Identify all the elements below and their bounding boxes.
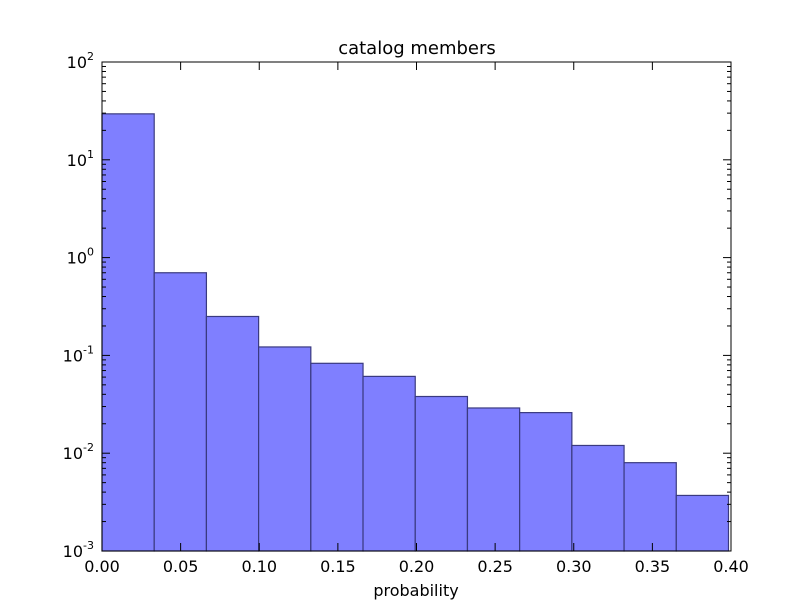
histogram-bar bbox=[258, 346, 312, 552]
x-tick-label: 0.30 bbox=[556, 557, 592, 576]
y-tick-label: 100 bbox=[67, 246, 94, 268]
histogram-bar bbox=[623, 462, 677, 552]
histogram-bar bbox=[571, 444, 625, 552]
histogram-bar bbox=[519, 412, 573, 552]
histogram-bar bbox=[205, 315, 260, 552]
x-tick-label: 0.10 bbox=[241, 557, 277, 576]
x-tick-label: 0.25 bbox=[477, 557, 513, 576]
y-tick-label: 102 bbox=[67, 50, 94, 72]
x-tick-label: 0.15 bbox=[320, 557, 356, 576]
histogram-bar bbox=[362, 375, 416, 552]
y-tick-label: 10-1 bbox=[63, 343, 94, 365]
x-tick-label: 0.00 bbox=[84, 557, 120, 576]
x-tick-label: 0.40 bbox=[713, 557, 749, 576]
y-tick-label: 101 bbox=[67, 148, 94, 170]
bars-group bbox=[101, 113, 730, 552]
histogram-bar bbox=[101, 113, 155, 552]
y-tick-label: 10-3 bbox=[63, 539, 94, 561]
histogram-bar bbox=[414, 395, 469, 552]
y-tick-label: 10-2 bbox=[63, 441, 94, 463]
y-axis: 10-3 10-2 10-1 100 101 102 bbox=[63, 50, 731, 561]
x-tick-label: 0.20 bbox=[399, 557, 435, 576]
chart-title: catalog members bbox=[338, 38, 496, 59]
x-tick-label: 0.35 bbox=[635, 557, 671, 576]
histogram-bar bbox=[675, 494, 730, 552]
x-axis-label: probability bbox=[373, 581, 458, 600]
x-axis: 0.00 0.05 0.10 0.15 0.20 0.25 0.30 0.35 0.40 bbox=[84, 62, 749, 576]
histogram-bar bbox=[466, 407, 521, 552]
histogram-bar bbox=[310, 362, 364, 552]
histogram-bar bbox=[153, 272, 208, 552]
x-tick-label: 0.05 bbox=[163, 557, 199, 576]
